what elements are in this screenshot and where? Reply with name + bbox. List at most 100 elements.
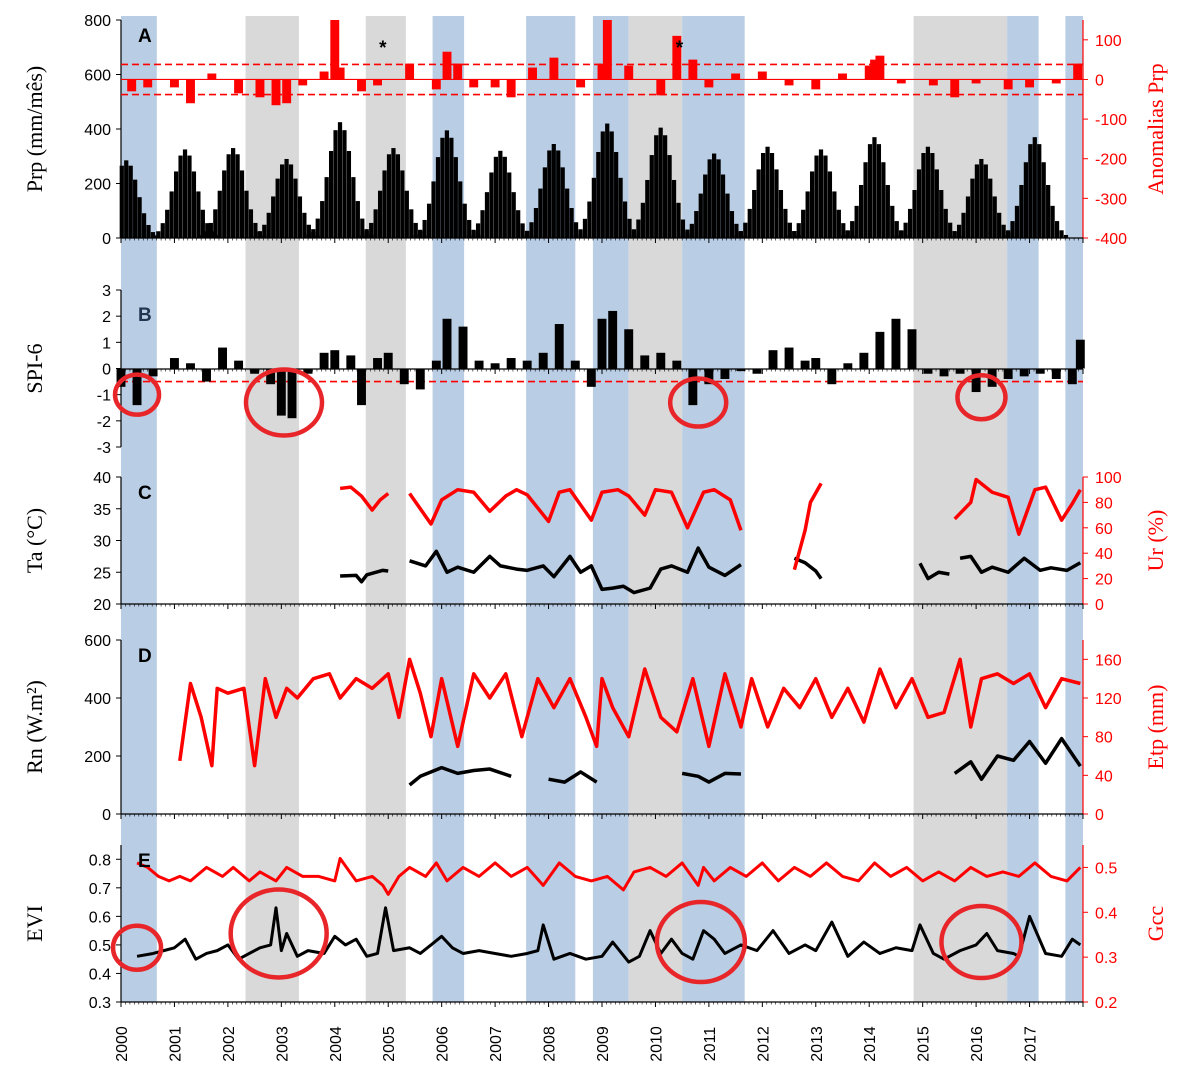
highlight-circle [654, 899, 748, 985]
anomaly-bar [506, 79, 516, 98]
precip-bar [391, 148, 396, 238]
y-tick-label-left: 600 [84, 68, 111, 85]
anomaly-bar [335, 67, 345, 80]
precip-bar [694, 211, 699, 238]
x-tick-label: 2007 [488, 1026, 505, 1062]
precip-bar [146, 224, 151, 238]
anomaly-bar [1025, 79, 1035, 88]
y-tick-label-left: -1 [97, 388, 111, 405]
highlight-circle [243, 367, 325, 438]
precip-bar [787, 235, 792, 238]
spi-bar [939, 368, 949, 377]
anomaly-bar [490, 79, 500, 88]
x-tick-label: 2011 [702, 1027, 719, 1062]
y-tick-label-left: 0.8 [89, 852, 111, 869]
precip-bar [667, 155, 672, 238]
precip-bar [124, 160, 129, 238]
y-tick-label-left: 400 [84, 691, 111, 708]
panel-label: C [138, 483, 152, 504]
y-tick-label-left: 200 [84, 749, 111, 766]
precip-bar [507, 172, 512, 238]
y-tick-label-left: 0.5 [89, 938, 111, 955]
anomaly-bar [373, 79, 382, 86]
precip-bar [943, 208, 948, 238]
precip-bar [151, 235, 156, 238]
y-tick-label-right: 0.4 [1095, 905, 1117, 922]
anomaly-bar [1003, 79, 1013, 90]
anomaly-bar [405, 63, 415, 80]
anomaly-bar [928, 79, 938, 86]
anomaly-bar [656, 79, 666, 96]
precip-bar [160, 223, 165, 238]
precip-bar [756, 169, 761, 238]
y-tick-label-right: 100 [1095, 470, 1122, 487]
spi-bar [357, 368, 366, 406]
precip-bar [930, 153, 935, 238]
y-tick-label-left: 0.7 [89, 881, 111, 898]
precip-bar [400, 170, 405, 238]
anomaly-bar [357, 79, 366, 92]
spi-bar [624, 329, 634, 369]
spi-bar [907, 329, 917, 369]
precip-bar [520, 235, 525, 238]
spi-bar [132, 368, 142, 406]
spi-bar [303, 368, 313, 374]
spi-bar [656, 352, 666, 369]
spi-bar [266, 368, 276, 385]
precip-bar [1001, 234, 1006, 238]
precip-bar [306, 234, 311, 238]
precip-bar [1001, 224, 1006, 238]
precip-bar [591, 177, 596, 238]
precip-bar [422, 219, 427, 238]
series-line [339, 485, 390, 512]
anomaly-bar [528, 67, 537, 80]
precip-bar [805, 191, 810, 238]
y-tick-label-left: 0.6 [89, 909, 111, 926]
precip-bar [809, 171, 815, 238]
precip-bar [703, 174, 708, 238]
y-axis-label-left: EVI [22, 905, 47, 942]
precip-bar [983, 164, 988, 238]
precip-bar [275, 178, 280, 238]
precip-bar [413, 222, 418, 238]
precip-bar [569, 208, 574, 238]
y-tick-label-left: 600 [84, 633, 111, 650]
precip-bar [288, 164, 294, 238]
precip-bar [979, 158, 984, 238]
precip-bar [961, 212, 966, 238]
y-tick-label-left: 0 [102, 231, 111, 248]
precip-bar [836, 209, 841, 238]
spi-bar [720, 368, 730, 379]
y-tick-label-right: 0 [1095, 807, 1104, 824]
precip-bar [841, 223, 846, 238]
y-tick-label-right: 0.3 [1095, 950, 1117, 967]
anomaly-bar [896, 79, 906, 84]
precip-bar [605, 123, 610, 238]
anomaly-bar [207, 73, 217, 80]
precip-bar [199, 235, 205, 238]
anomaly-bar [186, 79, 195, 104]
precip-bar [827, 171, 833, 238]
spi-bar [811, 358, 821, 369]
chart-text: 02004006008001000-100-200-300-400Anomali… [22, 13, 1168, 1062]
precip-bar [293, 178, 298, 238]
spi-bar [169, 358, 179, 369]
precip-bar [360, 218, 365, 238]
spi-bar [1067, 368, 1077, 385]
precip-bar [578, 229, 583, 238]
precip-bar [952, 231, 957, 238]
y-axis-label-right: Gcc [1143, 906, 1168, 942]
spi-bar [538, 352, 548, 369]
precip-bar [832, 191, 837, 238]
precip-bar [386, 154, 392, 238]
precip-bar [729, 211, 735, 238]
anomaly-bar [950, 79, 960, 98]
precip-bar [205, 223, 210, 238]
precip-bar [814, 155, 819, 238]
series-line [953, 477, 1082, 536]
x-tick-label: 2012 [755, 1026, 772, 1062]
precip-bar [271, 196, 276, 238]
precip-bar [970, 178, 975, 238]
spi-bar [415, 368, 425, 390]
precip-bar [333, 130, 338, 238]
